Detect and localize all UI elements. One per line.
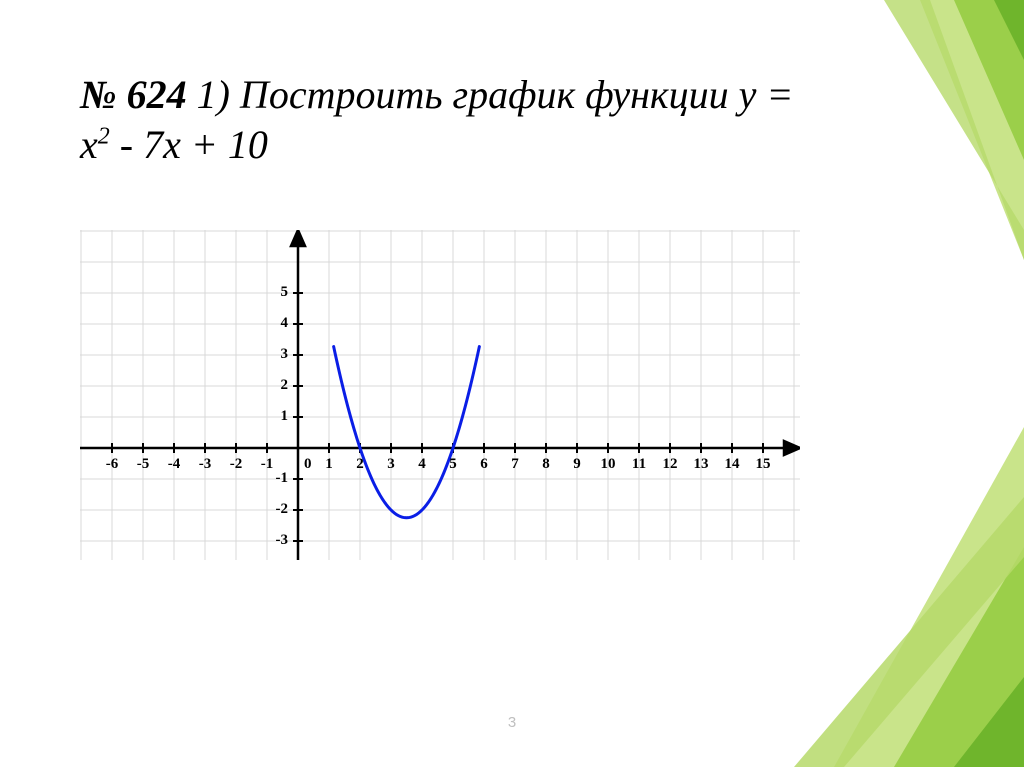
title-exponent: 2 [98, 124, 110, 150]
tick-label: 4 [281, 315, 289, 332]
tick-label: 3 [281, 346, 289, 363]
tick-label: -5 [137, 456, 150, 473]
tick-label: 13 [694, 456, 709, 473]
tick-label: 4 [418, 456, 426, 473]
tick-label: 12 [663, 456, 678, 473]
tick-label: 10 [601, 456, 616, 473]
tick-label: -6 [106, 456, 119, 473]
tick-label: 2 [281, 377, 289, 394]
tick-label: -2 [230, 456, 243, 473]
tick-label: 9 [573, 456, 581, 473]
tick-label: 14 [725, 456, 740, 473]
plot-svg [80, 230, 800, 560]
parabola-chart: -6-5-4-3-2-1123456789101112131415-3-2-11… [80, 230, 800, 560]
tick-label: 7 [511, 456, 519, 473]
tick-label: 1 [281, 408, 289, 425]
tick-label: 5 [281, 284, 289, 301]
tick-label: -2 [276, 501, 289, 518]
tick-label: 8 [542, 456, 550, 473]
tick-label: 6 [480, 456, 488, 473]
slide-body: № 624 1) Построить график функции y = x2… [0, 0, 1024, 767]
page-number: 3 [0, 714, 1024, 731]
title-exercise-number: № 624 [80, 72, 187, 117]
tick-label: -4 [168, 456, 181, 473]
tick-label: 15 [756, 456, 771, 473]
tick-label: -3 [276, 532, 289, 549]
title-tail: - 7x + 10 [110, 122, 268, 167]
tick-label: 2 [356, 456, 364, 473]
slide-title: № 624 1) Построить график функции y = x2… [80, 70, 800, 170]
tick-label: 3 [387, 456, 395, 473]
tick-label: 11 [632, 456, 646, 473]
tick-label: 5 [449, 456, 457, 473]
tick-label: -3 [199, 456, 212, 473]
tick-label: -1 [276, 470, 289, 487]
tick-label: 0 [304, 456, 312, 473]
tick-label: 1 [325, 456, 333, 473]
tick-label: -1 [261, 456, 274, 473]
